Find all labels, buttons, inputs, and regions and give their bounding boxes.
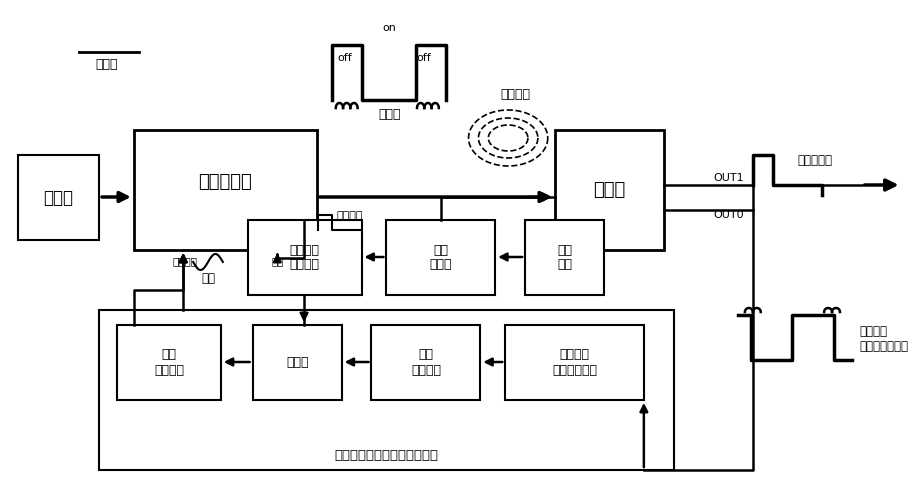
Text: OUT0: OUT0 [712, 210, 743, 220]
Bar [554, 130, 663, 250]
Bar [386, 220, 494, 295]
Text: 光开关: 光开关 [593, 181, 625, 199]
Text: 输入脉冲: 输入脉冲 [336, 211, 363, 221]
Bar [253, 325, 341, 400]
Bar [99, 310, 673, 470]
Text: OUT1: OUT1 [712, 173, 743, 183]
Text: 连续光: 连续光 [96, 59, 119, 71]
Text: 延时光纤: 延时光纤 [500, 88, 529, 102]
Text: 扰动: 扰动 [200, 271, 215, 285]
Text: 电光调制器: 电光调制器 [199, 173, 252, 191]
Bar [247, 220, 361, 295]
Bar [371, 325, 480, 400]
Bar [133, 130, 317, 250]
Text: 电光调制器偏置电压控制系统: 电光调制器偏置电压控制系统 [334, 449, 437, 462]
Text: 时钟
信号: 时钟 信号 [557, 244, 572, 271]
Bar [525, 220, 604, 295]
Bar [17, 155, 99, 240]
Text: 时钟
分配器: 时钟 分配器 [429, 244, 451, 271]
Text: 激光器: 激光器 [43, 188, 74, 206]
Bar [505, 325, 643, 400]
Text: 调制脉冲
输出模块: 调制脉冲 输出模块 [289, 244, 319, 271]
Text: off: off [337, 53, 352, 63]
Text: 带扰动的
光脉冲基底分量: 带扰动的 光脉冲基底分量 [859, 325, 908, 353]
Text: 光脉冲分量: 光脉冲分量 [797, 153, 832, 167]
Text: 输出
驱动电路: 输出 驱动电路 [153, 349, 184, 376]
Bar [117, 325, 221, 400]
Text: 控制器: 控制器 [286, 356, 308, 369]
Text: 光电转换
信号放大模块: 光电转换 信号放大模块 [551, 349, 596, 376]
Text: off: off [416, 53, 431, 63]
Text: 脉冲光: 脉冲光 [378, 109, 400, 122]
Text: 射频: 射频 [271, 256, 283, 266]
Text: 直流偏置: 直流偏置 [173, 256, 198, 266]
Text: 模数
转换模块: 模数 转换模块 [411, 349, 440, 376]
Text: on: on [382, 23, 396, 33]
